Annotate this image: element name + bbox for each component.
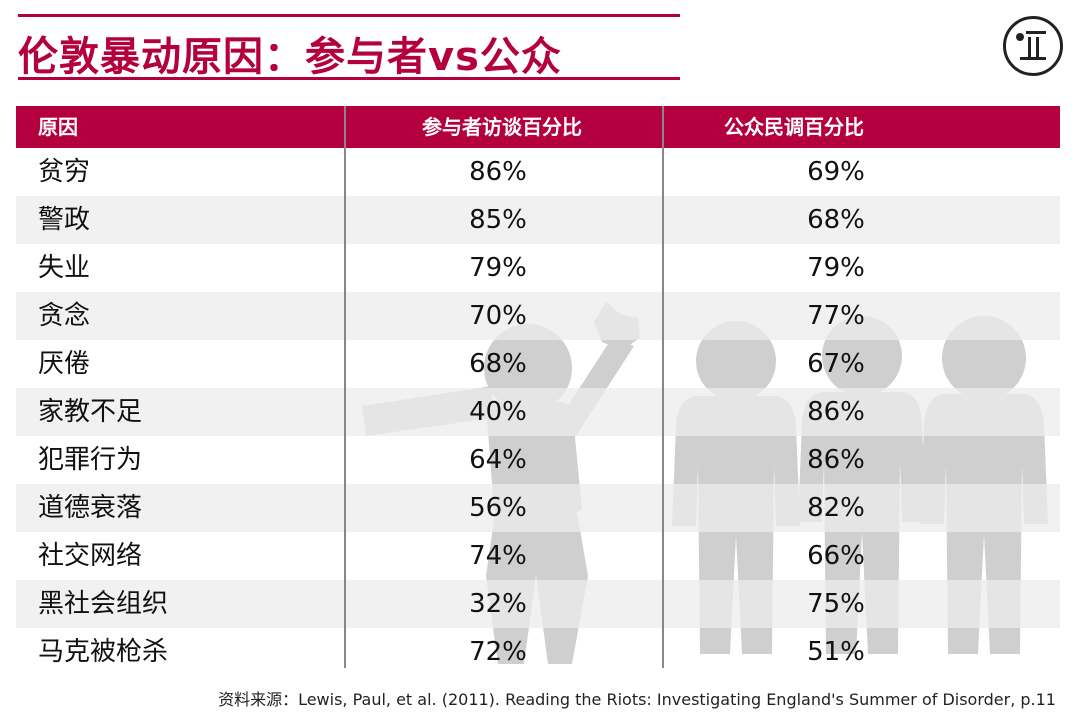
cell-participants: 86% [469, 157, 527, 187]
column-divider [344, 106, 346, 668]
cell-participants: 85% [469, 205, 527, 235]
table-row: 贫穷 86% 69% [16, 148, 1060, 196]
cell-reason: 贫穷 [38, 157, 91, 187]
cell-reason: 犯罪行为 [38, 445, 143, 475]
page-title: 伦敦暴动原因：参与者vs公众 [18, 34, 562, 80]
publisher-logo-icon [1003, 16, 1063, 76]
table-row: 黑社会组织 32% 75% [16, 580, 1060, 628]
cell-reason: 社交网络 [38, 541, 143, 571]
cell-participants: 32% [469, 589, 527, 619]
cell-reason: 家教不足 [38, 397, 143, 427]
cell-public: 66% [807, 541, 865, 571]
cell-participants: 70% [469, 301, 527, 331]
title-bar: 伦敦暴动原因：参与者vs公众 [18, 14, 680, 80]
cell-public: 82% [807, 493, 865, 523]
cell-public: 51% [807, 637, 865, 667]
column-divider [662, 106, 664, 668]
col-header-participants: 参与者访谈百分比 [422, 115, 582, 139]
col-header-reason: 原因 [38, 115, 78, 139]
cell-public: 77% [807, 301, 865, 331]
cell-reason: 贪念 [38, 301, 91, 331]
cell-public: 79% [807, 253, 865, 283]
cell-public: 75% [807, 589, 865, 619]
table-row: 马克被枪杀 72% 51% [16, 628, 1060, 676]
table-row: 贪念 70% 77% [16, 292, 1060, 340]
cell-public: 86% [807, 445, 865, 475]
table-row: 社交网络 74% 66% [16, 532, 1060, 580]
cell-public: 67% [807, 349, 865, 379]
table-row: 犯罪行为 64% 86% [16, 436, 1060, 484]
table-row: 警政 85% 68% [16, 196, 1060, 244]
table-row: 家教不足 40% 86% [16, 388, 1060, 436]
cell-reason: 厌倦 [38, 349, 91, 379]
source-note: 资料来源：Lewis, Paul, et al. (2011). Reading… [218, 690, 1056, 709]
table-header: 原因 参与者访谈百分比 公众民调百分比 [16, 106, 1060, 148]
cell-reason: 黑社会组织 [38, 589, 169, 619]
cell-public: 86% [807, 397, 865, 427]
cell-participants: 74% [469, 541, 527, 571]
cell-reason: 道德衰落 [38, 493, 143, 523]
table-row: 道德衰落 56% 82% [16, 484, 1060, 532]
cell-participants: 64% [469, 445, 527, 475]
cell-participants: 56% [469, 493, 527, 523]
col-header-public: 公众民调百分比 [724, 115, 864, 139]
cell-public: 68% [807, 205, 865, 235]
cell-participants: 40% [469, 397, 527, 427]
cell-public: 69% [807, 157, 865, 187]
cell-participants: 68% [469, 349, 527, 379]
cell-participants: 72% [469, 637, 527, 667]
table-row: 厌倦 68% 67% [16, 340, 1060, 388]
cell-reason: 马克被枪杀 [38, 637, 169, 667]
cell-reason: 警政 [38, 205, 91, 235]
data-table: 原因 参与者访谈百分比 公众民调百分比 贫穷 86% 69% 警政 85% 68% 失业 79… [16, 106, 1060, 668]
table-row: 失业 79% 79% [16, 244, 1060, 292]
cell-participants: 79% [469, 253, 527, 283]
cell-reason: 失业 [38, 253, 91, 283]
